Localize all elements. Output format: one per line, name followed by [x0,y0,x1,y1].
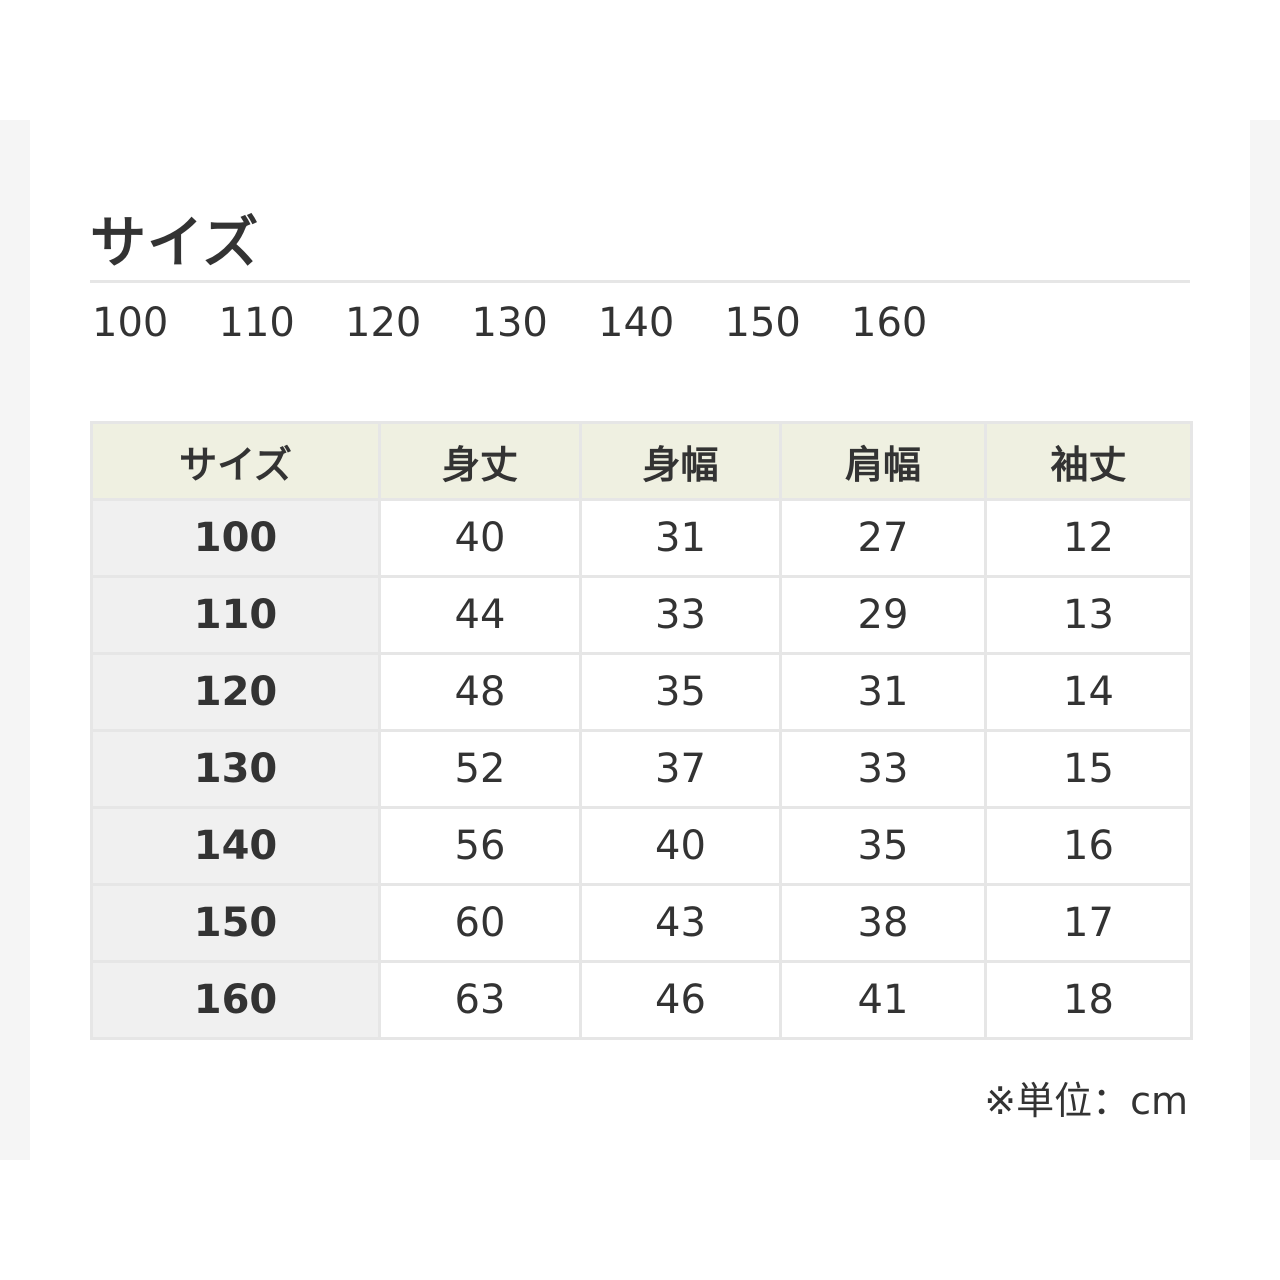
size-option: 150 [724,300,801,346]
size-cell: 100 [90,498,381,578]
size-cell: 150 [90,883,381,963]
table-row: 110 44 33 29 13 [90,575,1193,655]
measurement-cell: 46 [579,960,782,1040]
measurement-cell: 16 [984,806,1193,886]
measurement-cell: 35 [579,652,782,732]
measurement-cell: 37 [579,729,782,809]
right-gutter [1250,120,1280,1160]
size-option: 130 [471,300,548,346]
measurement-cell: 33 [579,575,782,655]
left-gutter [0,120,30,1160]
size-cell: 160 [90,960,381,1040]
size-option: 100 [92,300,169,346]
table-row: 150 60 43 38 17 [90,883,1193,963]
size-cell: 140 [90,806,381,886]
measurement-cell: 13 [984,575,1193,655]
measurement-cell: 29 [779,575,987,655]
size-option: 160 [851,300,928,346]
measurement-cell: 18 [984,960,1193,1040]
column-header: 身丈 [378,421,582,501]
measurement-cell: 27 [779,498,987,578]
measurement-cell: 14 [984,652,1193,732]
measurement-cell: 31 [779,652,987,732]
table-row: 100 40 31 27 12 [90,498,1193,578]
measurement-cell: 38 [779,883,987,963]
measurement-cell: 40 [579,806,782,886]
size-option: 110 [218,300,295,346]
size-option: 120 [345,300,422,346]
table-header-row: サイズ 身丈 身幅 肩幅 袖丈 [90,421,1193,501]
size-option: 140 [598,300,675,346]
size-list: 100 110 120 130 140 150 160 [92,300,978,346]
column-header: サイズ [90,421,381,501]
measurement-cell: 17 [984,883,1193,963]
size-cell: 130 [90,729,381,809]
measurement-cell: 48 [378,652,582,732]
measurement-cell: 63 [378,960,582,1040]
size-cell: 120 [90,652,381,732]
column-header: 肩幅 [779,421,987,501]
measurement-cell: 31 [579,498,782,578]
table-row: 160 63 46 41 18 [90,960,1193,1040]
table-row: 130 52 37 33 15 [90,729,1193,809]
measurement-cell: 12 [984,498,1193,578]
measurement-cell: 56 [378,806,582,886]
table-row: 120 48 35 31 14 [90,652,1193,732]
measurement-cell: 15 [984,729,1193,809]
column-header: 袖丈 [984,421,1193,501]
table-row: 140 56 40 35 16 [90,806,1193,886]
measurement-cell: 43 [579,883,782,963]
unit-note: ※単位：cm [984,1079,1188,1123]
size-cell: 110 [90,575,381,655]
measurement-cell: 44 [378,575,582,655]
measurement-cell: 33 [779,729,987,809]
measurement-cell: 52 [378,729,582,809]
measurement-cell: 60 [378,883,582,963]
measurement-cell: 41 [779,960,987,1040]
column-header: 身幅 [579,421,782,501]
size-table: サイズ 身丈 身幅 肩幅 袖丈 100 40 31 27 12 110 44 33 29 13 120 48 3… [90,421,1193,1040]
measurement-cell: 35 [779,806,987,886]
section-title: サイズ [90,211,260,276]
divider [90,280,1190,283]
measurement-cell: 40 [378,498,582,578]
